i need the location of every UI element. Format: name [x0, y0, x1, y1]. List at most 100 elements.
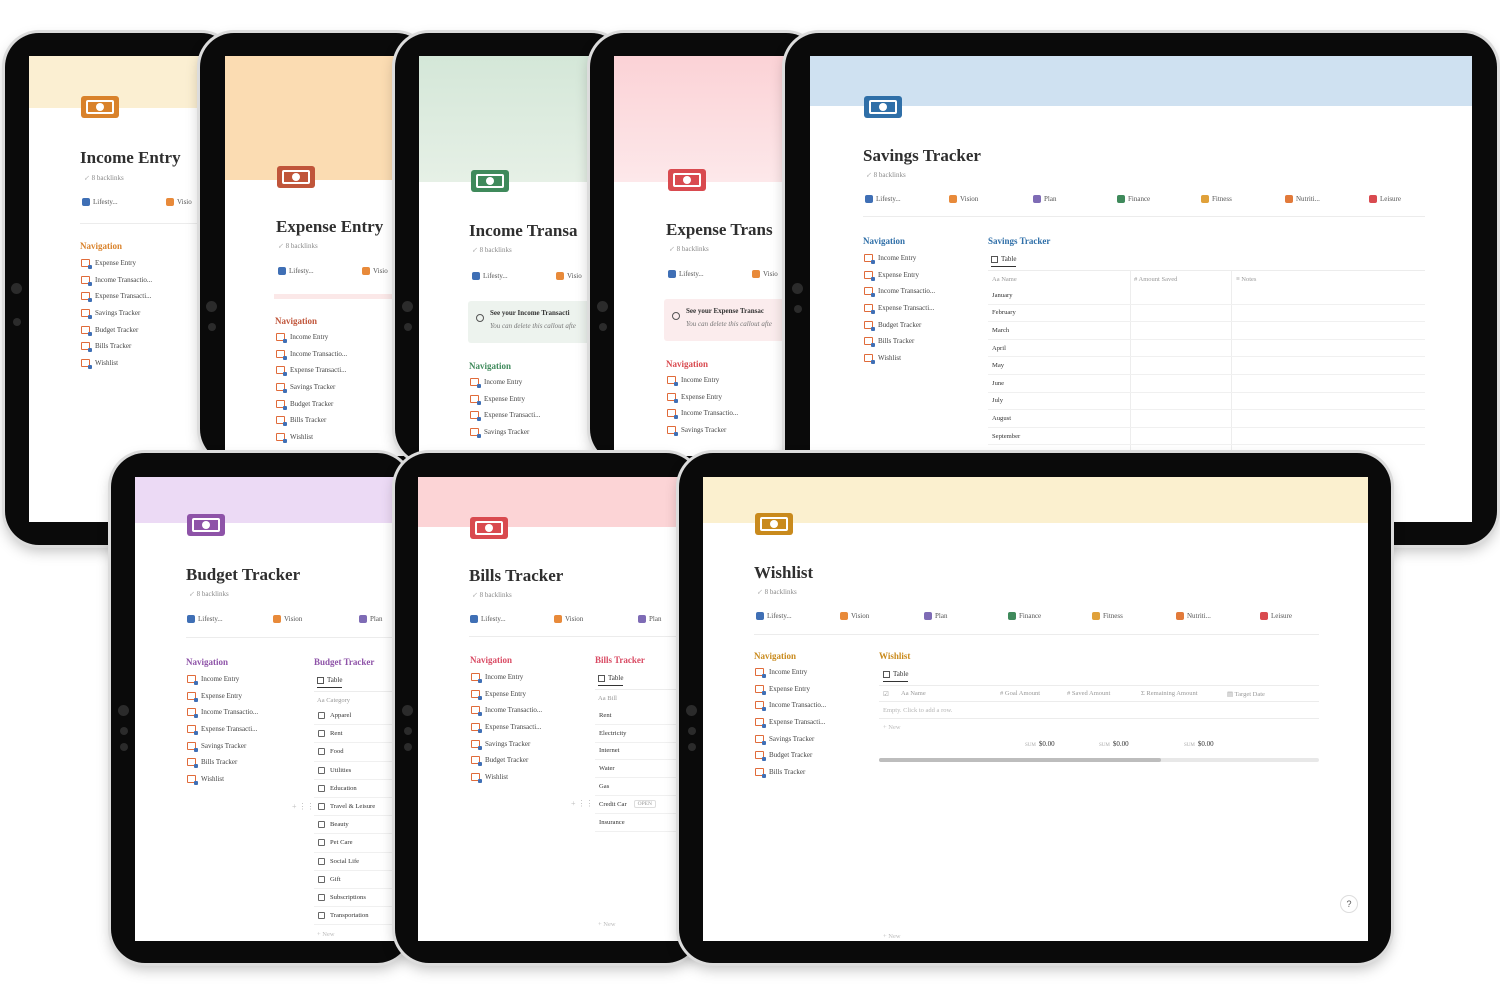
empty-state[interactable]: Empty. Click to add a row. [883, 707, 953, 714]
col-header-saved-amount[interactable]: # Saved Amount [1067, 690, 1111, 697]
help-button[interactable]: ? [1340, 895, 1358, 913]
database-title[interactable]: Budget Tracker [314, 657, 375, 667]
nav-savings-tracker[interactable]: Savings Tracker [276, 379, 347, 396]
link-plan[interactable]: Plan [1033, 195, 1056, 203]
table-row[interactable]: Food [314, 743, 411, 762]
sum-saved-amount[interactable]: SUM $0.00 [1099, 740, 1129, 748]
link-vision[interactable]: Vision [949, 195, 978, 203]
table-row[interactable]: Social Life [314, 853, 411, 871]
new-row-button[interactable]: + New [317, 931, 335, 938]
link-vision[interactable]: Vision [840, 612, 869, 620]
link-leisure[interactable]: Leisure [1260, 612, 1292, 620]
nav-expense-transactions[interactable]: Expense Transacti... [471, 719, 542, 736]
nav-budget-tracker[interactable]: Budget Tracker [471, 752, 542, 769]
select-all-checkbox[interactable]: ☑ [883, 691, 889, 698]
nav-income-entry[interactable]: Income Entry [667, 372, 738, 389]
table-row[interactable]: June [988, 375, 1425, 393]
database-title[interactable]: Savings Tracker [988, 236, 1051, 246]
nav-expense-transactions[interactable]: Expense Transacti... [864, 300, 935, 317]
nav-bills-tracker[interactable]: Bills Tracker [81, 338, 152, 355]
nav-income-entry[interactable]: Income Entry [755, 664, 826, 681]
bottom-new-button[interactable]: + New [883, 933, 901, 940]
backlinks[interactable]: 8 backlinks [472, 246, 512, 254]
database-title[interactable]: Wishlist [879, 651, 911, 661]
nav-expense-entry[interactable]: Expense Entry [471, 686, 542, 703]
table-row[interactable]: Water [595, 760, 700, 779]
nav-expense-transactions[interactable]: Expense Transacti... [187, 721, 258, 738]
table-row[interactable]: Travel & Leisure [314, 798, 411, 817]
table-row[interactable]: February [988, 305, 1425, 323]
nav-income-entry[interactable]: Income Entry [471, 669, 542, 686]
table-row[interactable]: Subscriptions [314, 889, 411, 908]
link-lifestyle[interactable]: Lifesty... [187, 615, 223, 623]
link-plan[interactable]: Plan [638, 615, 661, 623]
nav-savings-tracker[interactable]: Savings Tracker [471, 735, 542, 752]
nav-bills-tracker[interactable]: Bills Tracker [276, 412, 347, 429]
link-vision[interactable]: Visio [166, 198, 192, 206]
table-row[interactable]: April [988, 340, 1425, 358]
table-row[interactable]: March [988, 322, 1425, 340]
nav-expense-entry[interactable]: Expense Entry [864, 267, 935, 284]
backlinks[interactable]: 8 backlinks [669, 245, 709, 253]
backlinks[interactable]: 8 backlinks [278, 242, 318, 250]
nav-income-transactions[interactable]: Income Transactio... [81, 272, 152, 289]
new-row-button[interactable]: + New [883, 724, 901, 731]
nav-wishlist[interactable]: Wishlist [276, 429, 347, 446]
link-plan[interactable]: Plan [924, 612, 947, 620]
nav-expense-transactions[interactable]: Expense Transacti... [470, 407, 540, 424]
backlinks[interactable]: 8 backlinks [84, 174, 124, 182]
nav-expense-entry[interactable]: Expense Entry [755, 681, 826, 698]
nav-income-transactions[interactable]: Income Transactio... [667, 405, 738, 422]
backlinks[interactable]: 8 backlinks [189, 590, 229, 598]
link-finance[interactable]: Finance [1008, 612, 1041, 620]
open-row-button[interactable]: OPEN [633, 800, 657, 809]
link-fitness[interactable]: Fitness [1201, 195, 1232, 203]
nav-bills-tracker[interactable]: Bills Tracker [755, 764, 826, 781]
view-tab-table[interactable]: Table [317, 676, 343, 688]
link-plan[interactable]: Plan [359, 615, 382, 623]
nav-expense-transactions[interactable]: Expense Transacti... [755, 714, 826, 731]
link-vision[interactable]: Visio [556, 272, 582, 280]
link-nutrition[interactable]: Nutriti... [1285, 195, 1320, 203]
nav-income-entry[interactable]: Income Entry [187, 671, 258, 688]
link-lifestyle[interactable]: Lifesty... [472, 272, 508, 280]
nav-expense-entry[interactable]: Expense Entry [470, 391, 540, 408]
scrollbar-thumb[interactable] [879, 758, 1161, 762]
nav-income-transactions[interactable]: Income Transactio... [187, 704, 258, 721]
link-leisure[interactable]: Leisure [1369, 195, 1401, 203]
table-row[interactable]: August [988, 410, 1425, 428]
table-row[interactable]: Pet Care [314, 834, 411, 853]
nav-budget-tracker[interactable]: Budget Tracker [276, 395, 347, 412]
link-vision[interactable]: Vision [273, 615, 302, 623]
horizontal-scrollbar[interactable] [879, 758, 1319, 762]
table-row[interactable]: Internet [595, 743, 700, 761]
table-row[interactable]: Education [314, 780, 411, 798]
new-row-button[interactable]: + New [598, 921, 616, 928]
table-row[interactable]: Gift [314, 871, 411, 889]
col-header-category[interactable]: Aa Category [317, 697, 351, 704]
table-row[interactable]: Electricity [595, 725, 700, 743]
col-header-name[interactable]: Aa Name [992, 276, 1017, 283]
nav-savings-tracker[interactable]: Savings Tracker [470, 424, 540, 441]
nav-savings-tracker[interactable]: Savings Tracker [81, 305, 152, 322]
table-row[interactable]: Rent [314, 725, 411, 744]
col-header-amount-saved[interactable]: # Amount Saved [1134, 276, 1178, 283]
nav-budget-tracker[interactable]: Budget Tracker [864, 316, 935, 333]
table-row[interactable]: Credit Car OPEN [595, 796, 700, 814]
table-row[interactable]: September [988, 428, 1425, 446]
col-header-bill[interactable]: Aa Bill [598, 695, 617, 702]
nav-budget-tracker[interactable]: Budget Tracker [755, 747, 826, 764]
link-finance[interactable]: Finance [1117, 195, 1150, 203]
col-header-target-date[interactable]: ▤ Target Date [1227, 691, 1265, 698]
nav-income-entry[interactable]: Income Entry [864, 250, 935, 267]
table-row[interactable]: July [988, 393, 1425, 411]
backlinks[interactable]: 8 backlinks [866, 171, 906, 179]
nav-savings-tracker[interactable]: Savings Tracker [667, 422, 738, 439]
link-vision[interactable]: Visio [362, 267, 388, 275]
nav-bills-tracker[interactable]: Bills Tracker [187, 754, 258, 771]
col-header-name[interactable]: Aa Name [901, 690, 926, 697]
nav-wishlist[interactable]: Wishlist [187, 771, 258, 788]
nav-savings-tracker[interactable]: Savings Tracker [755, 730, 826, 747]
nav-expense-entry[interactable]: Expense Entry [187, 688, 258, 705]
table-row[interactable]: Apparel [314, 707, 411, 726]
